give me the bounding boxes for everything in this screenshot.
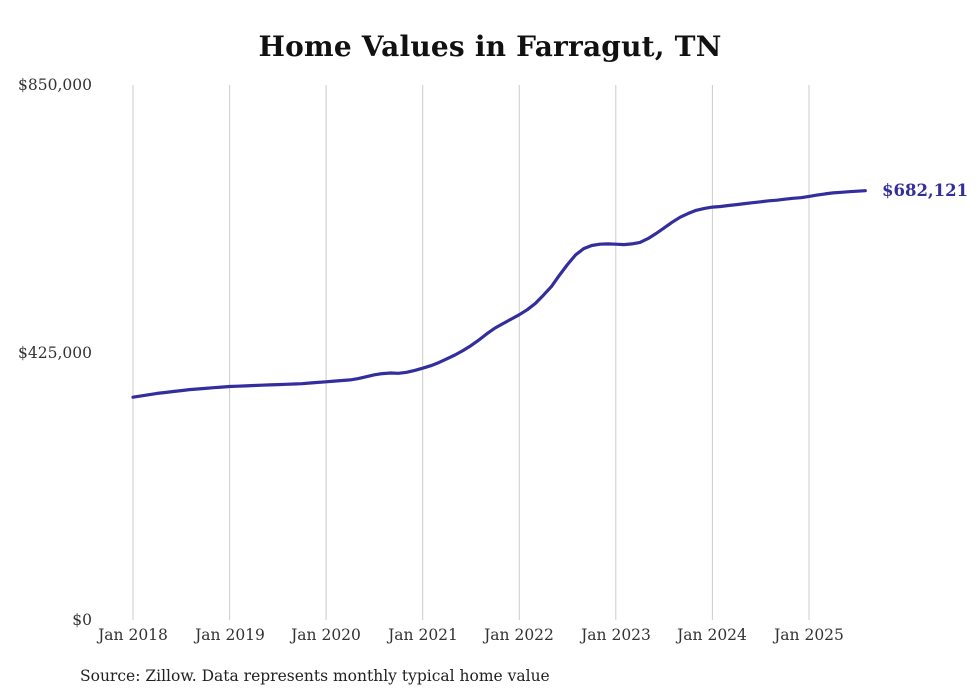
end-value-label: $682,121 xyxy=(882,181,969,200)
y-axis-tick: $850,000 xyxy=(18,76,92,94)
y-axis-tick: $425,000 xyxy=(18,344,92,362)
source-note: Source: Zillow. Data represents monthly … xyxy=(80,667,550,685)
home-value-line xyxy=(131,189,867,399)
x-axis-tick: Jan 2021 xyxy=(388,626,458,644)
y-axis-tick: $0 xyxy=(72,611,92,629)
x-axis-tick: Jan 2024 xyxy=(677,626,747,644)
x-axis-tick: Jan 2023 xyxy=(581,626,651,644)
chart-title: Home Values in Farragut, TN xyxy=(258,30,722,63)
x-axis-tick: Jan 2020 xyxy=(291,626,361,644)
x-axis-tick: Jan 2022 xyxy=(484,626,554,644)
x-axis-tick: Jan 2018 xyxy=(98,626,168,644)
x-axis-tick: Jan 2019 xyxy=(195,626,265,644)
x-axis-tick: Jan 2025 xyxy=(774,626,844,644)
